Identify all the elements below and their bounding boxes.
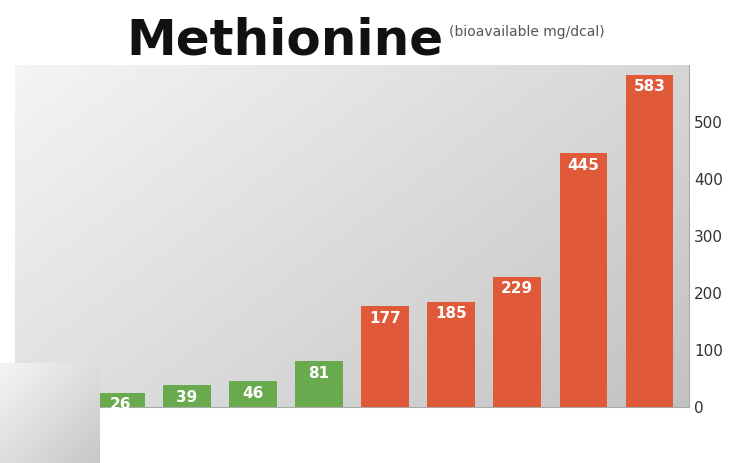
Bar [295, 361, 343, 407]
Text: 177: 177 [369, 311, 401, 326]
Bar [560, 153, 607, 407]
Text: (bioavailable mg/dcal): (bioavailable mg/dcal) [449, 25, 605, 39]
Bar [97, 393, 145, 407]
Bar [428, 302, 475, 407]
Bar [163, 385, 210, 407]
Text: 26: 26 [110, 397, 132, 412]
Bar [361, 307, 409, 407]
Text: 445: 445 [568, 158, 599, 173]
Text: 39: 39 [176, 390, 198, 405]
Text: 185: 185 [435, 307, 467, 321]
Text: 2: 2 [49, 389, 60, 404]
Text: 583: 583 [634, 79, 665, 94]
Text: Methionine: Methionine [126, 16, 443, 64]
Text: 81: 81 [309, 366, 330, 381]
Bar [229, 381, 276, 407]
Bar [625, 75, 673, 407]
Text: 229: 229 [501, 281, 533, 296]
Bar [494, 277, 541, 407]
Text: 46: 46 [242, 386, 264, 401]
